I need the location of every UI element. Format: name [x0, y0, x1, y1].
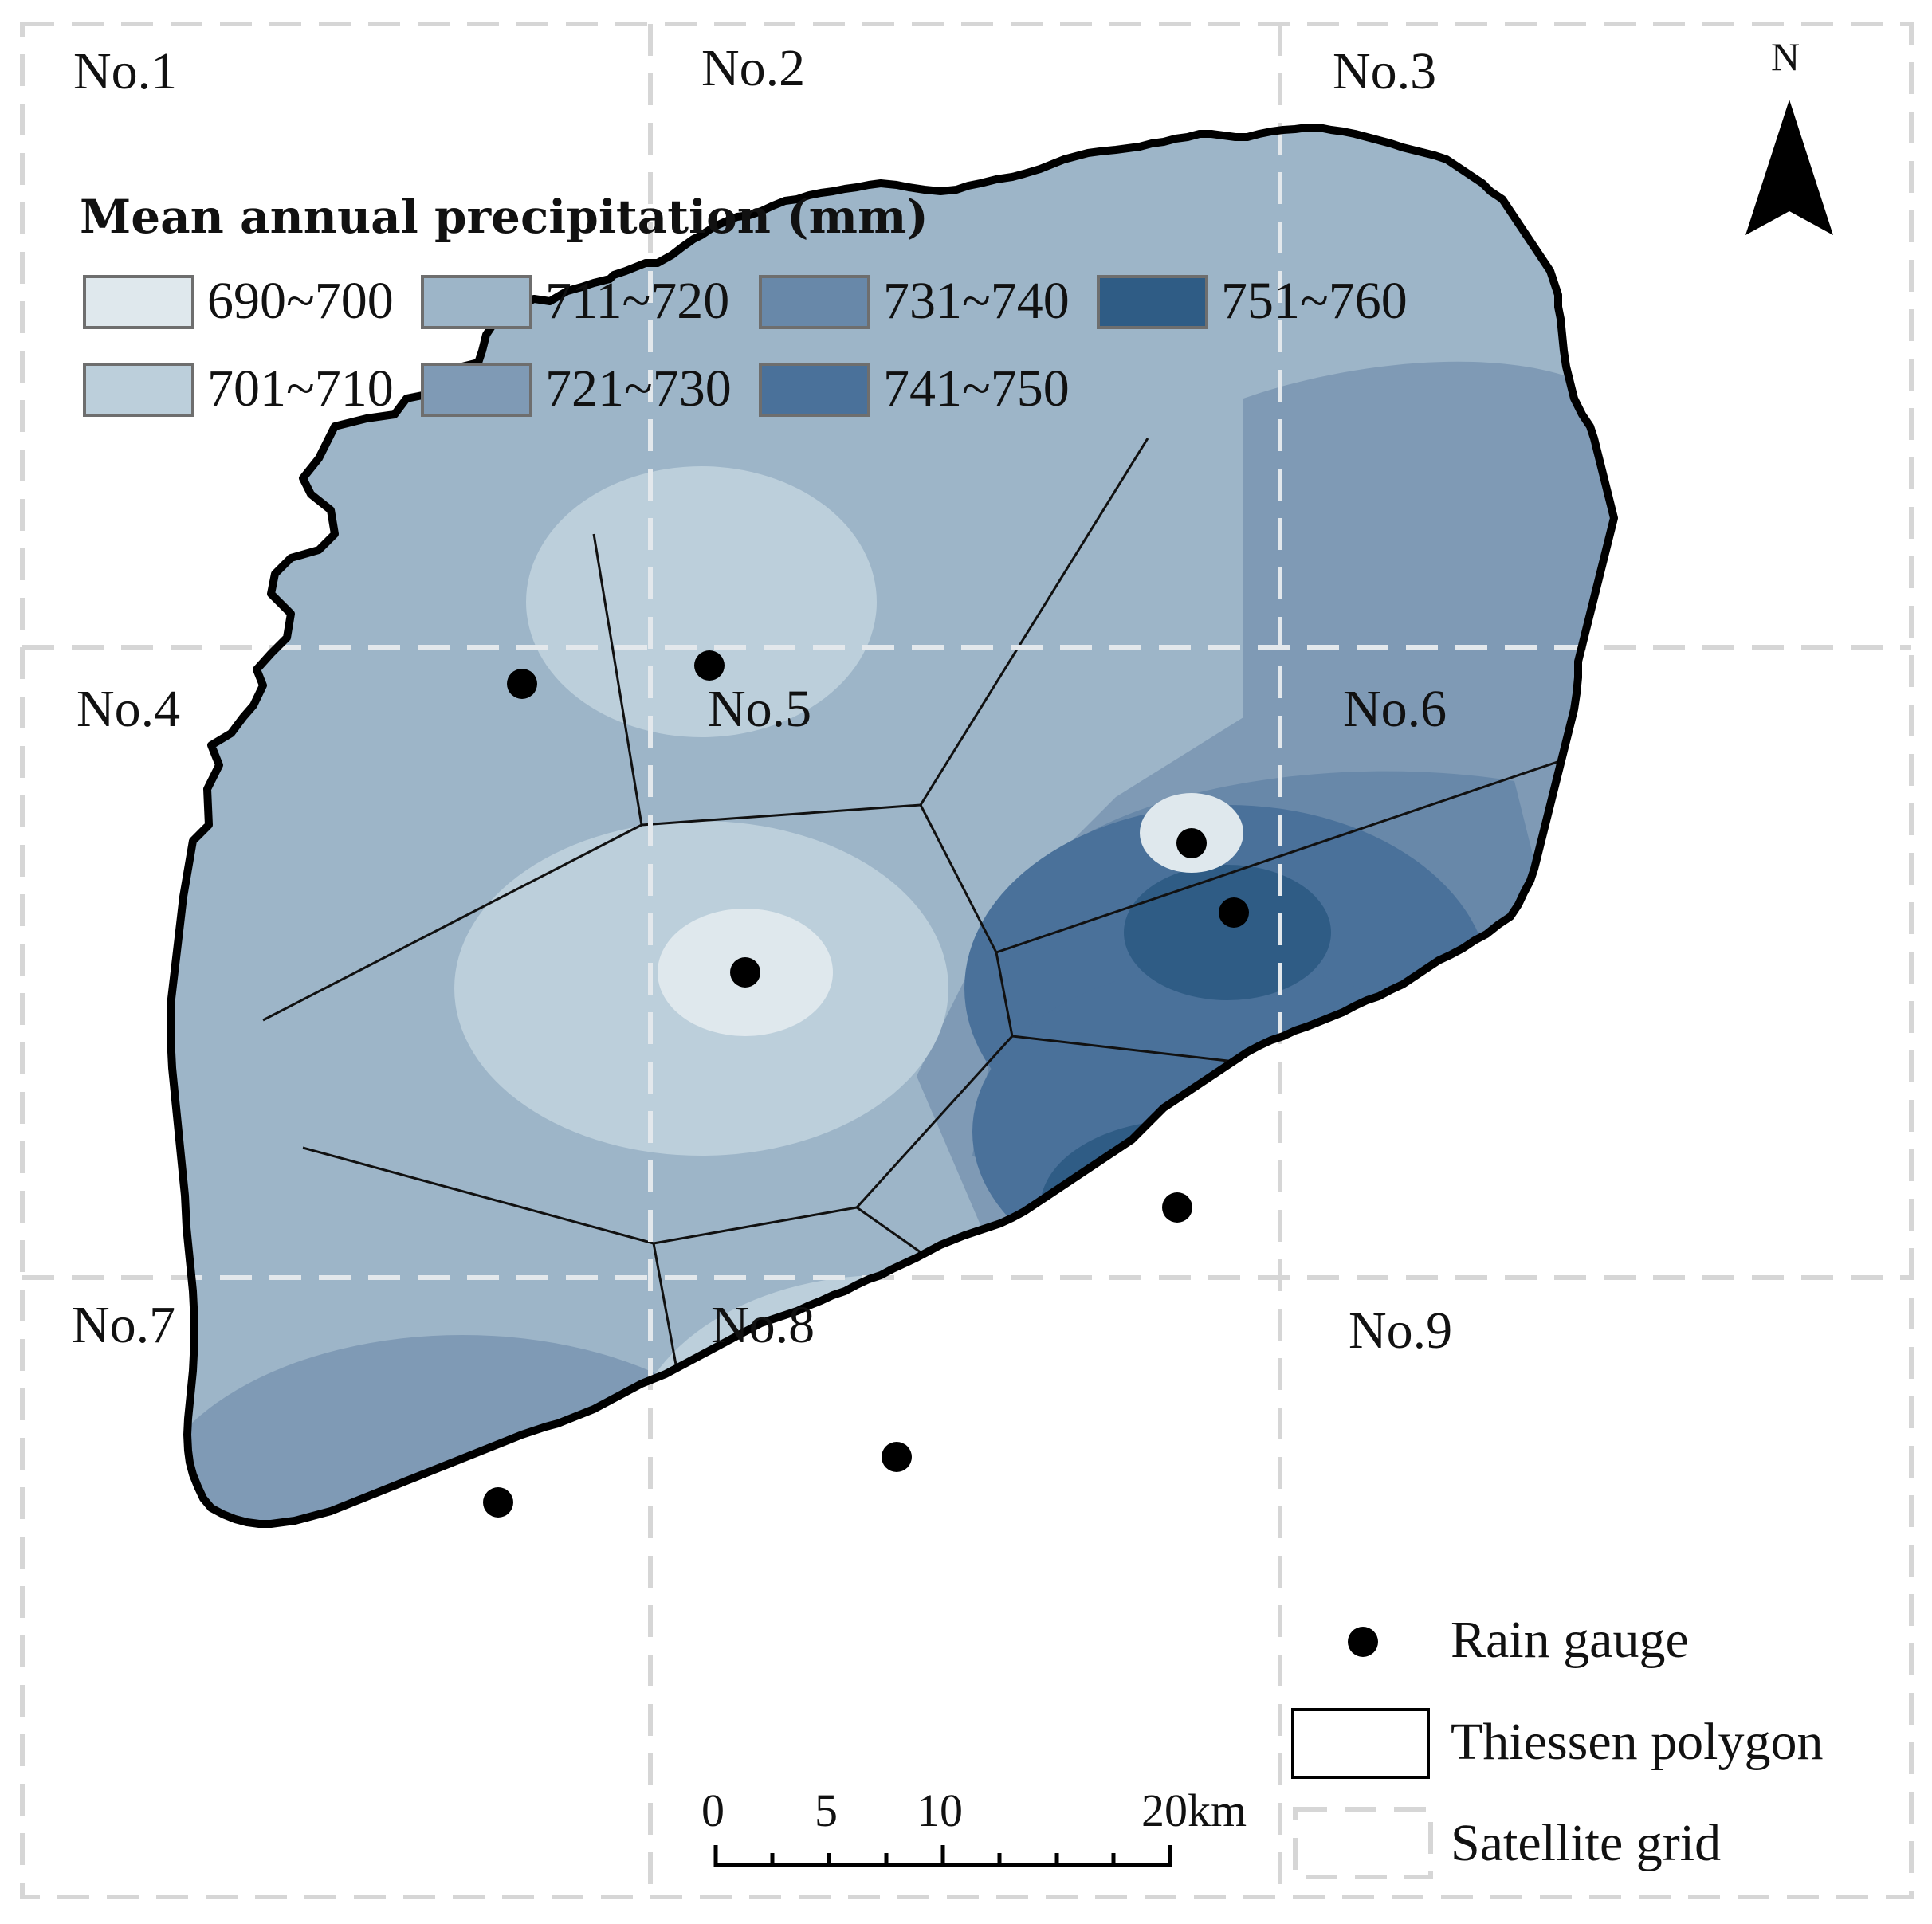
rain-gauge-point: [882, 1442, 912, 1472]
grid-label-no9: No.9: [1349, 1302, 1453, 1360]
legend-rain-gauge-icon: [1348, 1627, 1378, 1657]
rain-gauge-point: [730, 957, 760, 988]
rain-gauge-point: [483, 1487, 513, 1518]
rain-gauge-point: [1219, 897, 1249, 928]
scale-tick-5: 5: [815, 1785, 838, 1836]
legend-rain-gauge-label: Rain gauge: [1451, 1611, 1689, 1669]
legend-label-751-760: 751~760: [1221, 272, 1408, 330]
rain-gauge-point: [507, 669, 537, 699]
grid-label-no7: No.7: [72, 1296, 176, 1354]
grid-label-no8: No.8: [711, 1296, 815, 1354]
legend-swatch-741-750: [759, 363, 870, 417]
rain-gauge-point: [1176, 828, 1207, 858]
legend-swatch-751-760: [1097, 275, 1208, 329]
grid-label-no3: No.3: [1333, 42, 1437, 100]
grid-label-no5: No.5: [708, 680, 812, 738]
legend-label-690-700: 690~700: [207, 272, 394, 330]
north-label: N: [1771, 34, 1800, 79]
scale-tick-10: 10: [917, 1785, 963, 1836]
scale-tick-0: 0: [701, 1785, 724, 1836]
legend-label-721-730: 721~730: [545, 359, 732, 418]
grid-label-no2: No.2: [701, 39, 806, 97]
basin-boundary: [167, 124, 1618, 1528]
legend-grid-icon: [1293, 1807, 1433, 1879]
legend-label-731-740: 731~740: [883, 272, 1070, 330]
scale-bar: [713, 1845, 1172, 1867]
rain-gauges: [483, 650, 1249, 1518]
legend-swatch-701-710: [83, 363, 194, 417]
legend-label-711-720: 711~720: [545, 272, 730, 330]
legend-thiessen-icon: [1291, 1708, 1430, 1779]
legend-swatch-690-700: [83, 275, 194, 329]
legend-thiessen-label: Thiessen polygon: [1451, 1713, 1824, 1771]
north-arrow-icon: [1745, 100, 1833, 235]
rain-gauge-point: [694, 650, 724, 681]
rain-gauge-point: [1162, 1192, 1192, 1223]
legend-swatch-721-730: [421, 363, 532, 417]
legend-swatch-711-720: [421, 275, 532, 329]
grid-label-no6: No.6: [1343, 680, 1447, 738]
scale-tick-20km: 20km: [1141, 1785, 1247, 1836]
legend-grid-label: Satellite grid: [1451, 1814, 1722, 1872]
legend-label-701-710: 701~710: [207, 359, 394, 418]
legend-title: Mean annual precipitation (mm): [80, 190, 929, 244]
legend-label-741-750: 741~750: [883, 359, 1070, 418]
grid-label-no4: No.4: [77, 680, 181, 738]
legend-swatch-731-740: [759, 275, 870, 329]
grid-label-no1: No.1: [73, 42, 178, 100]
